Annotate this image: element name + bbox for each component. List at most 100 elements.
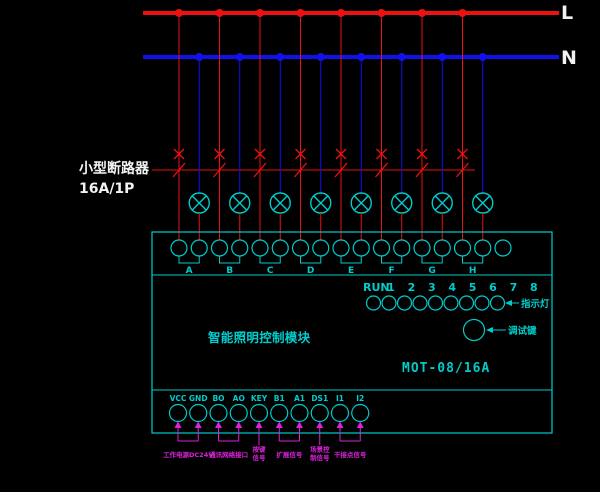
run-label: RUN <box>363 281 390 294</box>
breaker-x-icon <box>254 148 266 160</box>
output-terminal-label: B <box>226 266 233 276</box>
arrow-left-icon <box>486 327 493 333</box>
output-terminal <box>291 239 310 257</box>
output-terminal <box>352 239 370 257</box>
input-note-text: 场景控 <box>310 445 330 454</box>
output-terminal <box>393 239 411 257</box>
lamp-icon <box>269 192 291 214</box>
lamp-icon <box>391 192 413 214</box>
output-terminal-label: F <box>389 266 395 276</box>
module-model: MOT-08/16A <box>402 361 490 376</box>
input-terminal <box>168 403 188 423</box>
junction-dot <box>276 53 285 61</box>
output-terminal <box>494 239 512 257</box>
input-terminal <box>229 403 248 423</box>
input-terminal-label: I2 <box>356 394 364 403</box>
breaker-slash-icon <box>456 162 469 178</box>
output-terminal <box>332 239 350 257</box>
input-note-text: 按键 <box>253 445 267 454</box>
channel-2 <box>213 9 251 240</box>
indicator-led <box>489 295 506 311</box>
junction-dot <box>215 9 224 17</box>
breaker-slash-icon <box>294 162 307 178</box>
terminal-pair-bracket <box>381 256 403 264</box>
output-terminal <box>251 239 269 257</box>
indicator-led <box>427 295 444 311</box>
output-terminal <box>170 239 188 257</box>
output-terminal <box>190 239 208 257</box>
output-terminal <box>453 239 472 257</box>
breaker-x-icon <box>335 148 347 160</box>
output-terminal <box>413 239 431 257</box>
channel-1 <box>172 9 210 240</box>
input-terminal <box>189 403 208 423</box>
channel-3 <box>253 9 291 240</box>
lamp-icon <box>310 192 332 214</box>
run-channel-number: 1 <box>387 281 395 294</box>
input-note-text: 制信号 <box>310 453 330 462</box>
output-terminal-label: H <box>469 266 477 276</box>
test-button-label: 调试键 <box>508 325 537 337</box>
output-terminal-label: E <box>348 266 354 276</box>
terminal-pair-bracket <box>178 256 200 264</box>
indicator-led <box>381 295 397 311</box>
terminal-pair-bracket <box>421 256 443 264</box>
input-terminal-label: I1 <box>336 394 344 403</box>
run-channel-number: 3 <box>428 281 436 294</box>
input-note-text: 通讯网络接口 <box>209 450 248 459</box>
input-terminal-label: DS1 <box>311 394 328 403</box>
indicator-callout: 指示灯 <box>505 298 550 310</box>
input-terminal-label: BO <box>212 394 224 403</box>
input-terminal-label: KEY <box>251 394 268 403</box>
input-terminal <box>209 403 228 423</box>
indicator-led <box>474 295 490 311</box>
test-button-callout: 调试键 <box>462 318 537 342</box>
junction-dot <box>357 53 366 61</box>
arrow-up-icon <box>275 421 283 428</box>
junction-dot <box>316 53 325 61</box>
arrow-up-icon <box>316 421 324 428</box>
junction-dot <box>377 9 386 17</box>
junction-dot <box>195 53 204 61</box>
input-terminal-label: B1 <box>274 394 285 403</box>
indicator-led <box>396 295 413 311</box>
run-channel-number: 8 <box>530 281 538 294</box>
terminal-pair-bracket <box>259 256 281 264</box>
junction-dot <box>478 53 487 61</box>
terminals-bottom-layer: VCC GND BO AO KEY B1 A1 DS1 I1 I2 <box>168 394 370 428</box>
breaker-slash-icon <box>334 162 348 178</box>
test-button <box>462 318 486 342</box>
input-terminal <box>270 403 289 423</box>
input-terminal-label: AO <box>233 394 245 403</box>
terminals-top-layer: A B C D E F G H <box>170 239 512 276</box>
input-terminal-label: GND <box>189 394 208 403</box>
junction-dot <box>458 9 467 17</box>
arrow-up-icon <box>215 421 222 428</box>
live-bus-label: L <box>561 2 573 24</box>
output-terminal-label: D <box>307 266 314 276</box>
input-note-text: 干接点信号 <box>334 450 367 459</box>
junction-dot <box>256 9 264 17</box>
input-terminal <box>290 403 309 423</box>
input-terminal <box>351 403 370 423</box>
arrow-up-icon <box>235 421 243 428</box>
arrow-up-icon <box>255 421 263 428</box>
breaker-x-icon <box>295 148 306 160</box>
output-terminal <box>474 239 492 257</box>
input-note-text: 工作电源DC24V <box>163 450 213 459</box>
arrow-up-icon <box>174 421 182 428</box>
input-terminal <box>310 403 329 423</box>
breaker-x-icon <box>214 148 225 160</box>
indicator-led <box>412 295 428 311</box>
input-terminal-label: VCC <box>170 394 187 403</box>
indicator-led <box>443 295 459 311</box>
junction-dot <box>235 53 244 61</box>
run-channel-number: 2 <box>408 281 416 294</box>
arrow-left-icon <box>505 300 512 306</box>
output-terminal-label: C <box>267 266 274 276</box>
channel-5 <box>334 9 372 240</box>
arrow-up-icon <box>194 421 202 428</box>
